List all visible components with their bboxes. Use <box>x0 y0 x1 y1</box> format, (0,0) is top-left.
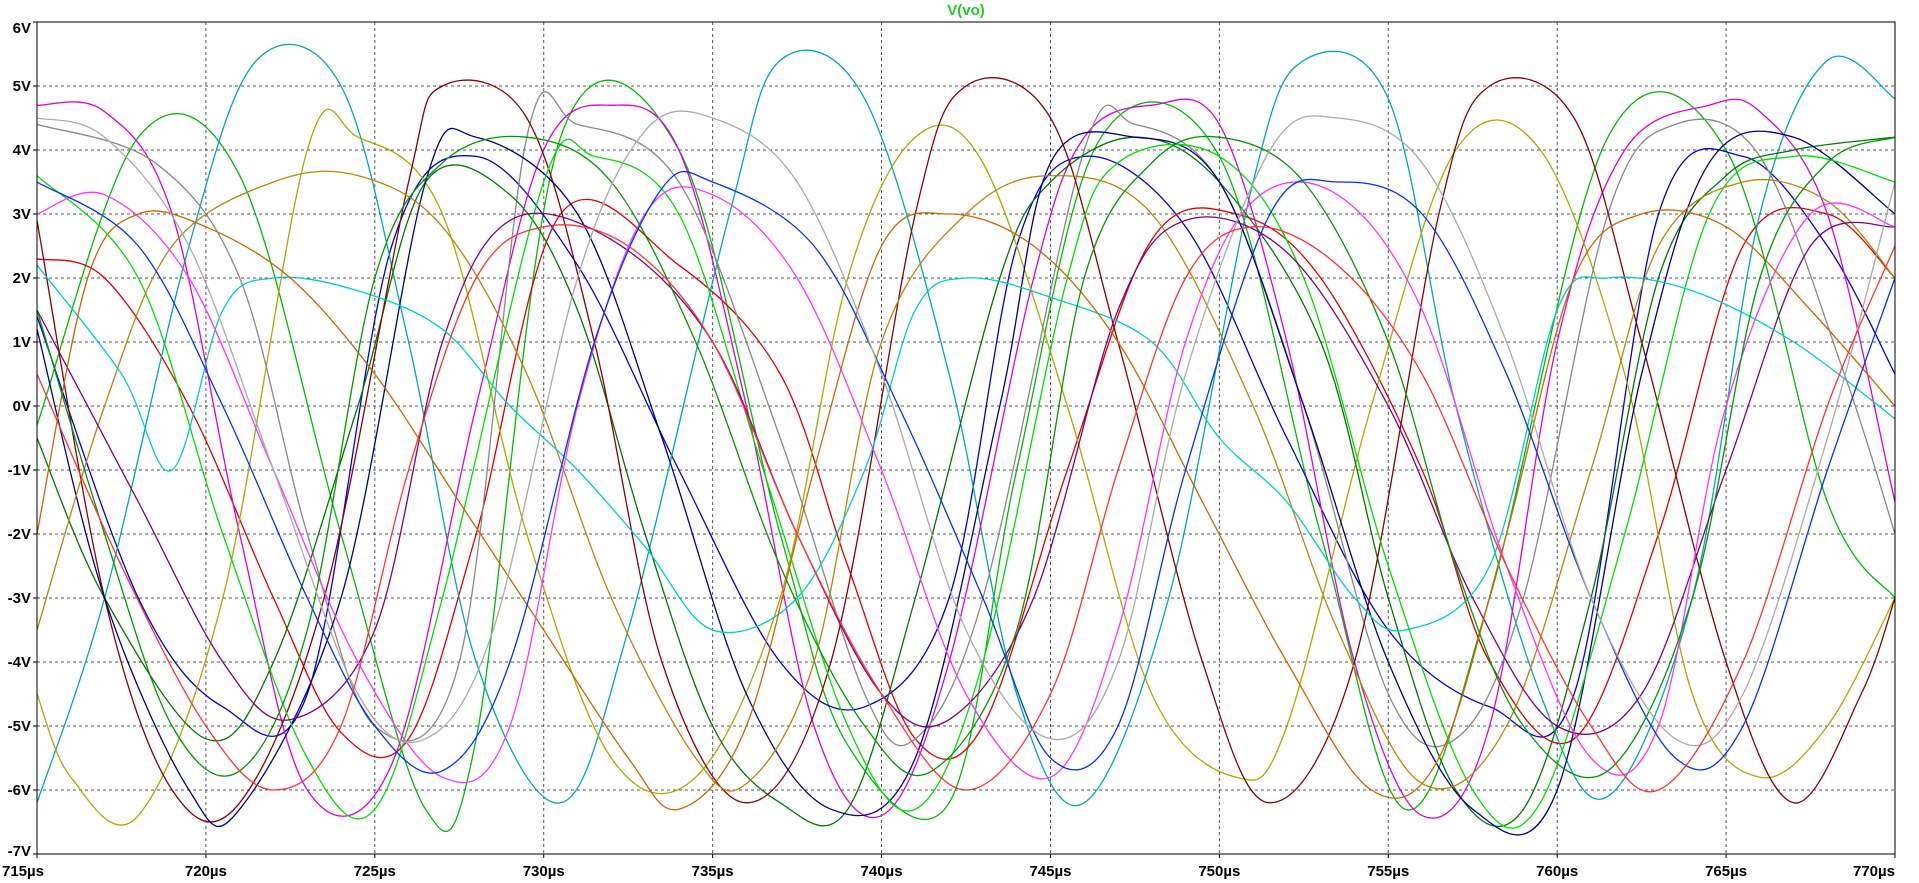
x-axis: 715µs 720µs 725µs 730µs 735µs 740µs 745µs 750µs… <box>2 854 1896 880</box>
y-tick-label: -6V <box>8 782 31 799</box>
series-line-11 <box>37 138 1895 829</box>
series-line-15 <box>37 181 1895 784</box>
series-line-16 <box>37 209 1895 811</box>
y-tick-label: 1V <box>13 334 31 351</box>
x-tick-label: 765µs <box>1705 863 1747 880</box>
series-line-4 <box>37 43 1895 807</box>
x-tick-label: 725µs <box>354 863 396 880</box>
x-tick-label: 715µs <box>2 863 44 880</box>
y-axis: 6V 5V 4V 3V 2V 1V 0V -1V -2V -3V -4V -5V -6V -7V <box>8 20 37 860</box>
x-tick-label: 755µs <box>1367 863 1409 880</box>
series-line-3 <box>37 198 1895 760</box>
x-tick-label: 760µs <box>1536 863 1578 880</box>
series-line-10 <box>37 127 1895 836</box>
x-tick-label: 745µs <box>1029 863 1071 880</box>
series-line-2 <box>37 147 1895 738</box>
y-tick-label: 2V <box>13 270 31 287</box>
x-tick-label: 735µs <box>692 863 734 880</box>
series-line-17 <box>37 170 1895 774</box>
y-tick-label: 0V <box>13 398 31 415</box>
series-line-1 <box>37 79 1895 833</box>
series-line-5 <box>37 98 1895 819</box>
x-tick-label: 770µs <box>1853 863 1895 880</box>
x-tick-label: 720µs <box>185 863 227 880</box>
series-layer <box>37 43 1895 836</box>
y-tick-label: -1V <box>8 462 31 479</box>
series-line-14 <box>37 264 1895 634</box>
series-line-20 <box>37 224 1895 793</box>
series-line-18 <box>37 135 1895 779</box>
series-line-13 <box>37 212 1895 735</box>
y-tick-label: -7V <box>8 843 31 860</box>
x-tick-label: 730µs <box>523 863 565 880</box>
y-tick-label: -4V <box>8 654 31 671</box>
y-tick-label: -5V <box>8 718 31 735</box>
y-tick-label: 6V <box>13 20 31 37</box>
series-line-12 <box>37 170 1895 792</box>
y-tick-label: 3V <box>13 206 31 223</box>
plot-frame <box>36 21 1896 855</box>
series-line-9 <box>37 77 1895 823</box>
series-line-19 <box>37 110 1895 747</box>
y-tick-label: 4V <box>13 142 31 159</box>
y-tick-label: -2V <box>8 526 31 543</box>
y-tick-label: 5V <box>13 78 31 95</box>
x-tick-label: 740µs <box>861 863 903 880</box>
y-tick-label: -3V <box>8 590 31 607</box>
series-line-8 <box>37 136 1895 828</box>
x-tick-label: 750µs <box>1198 863 1240 880</box>
chart-title: V(vo) <box>947 2 985 19</box>
series-line-7 <box>37 91 1895 748</box>
